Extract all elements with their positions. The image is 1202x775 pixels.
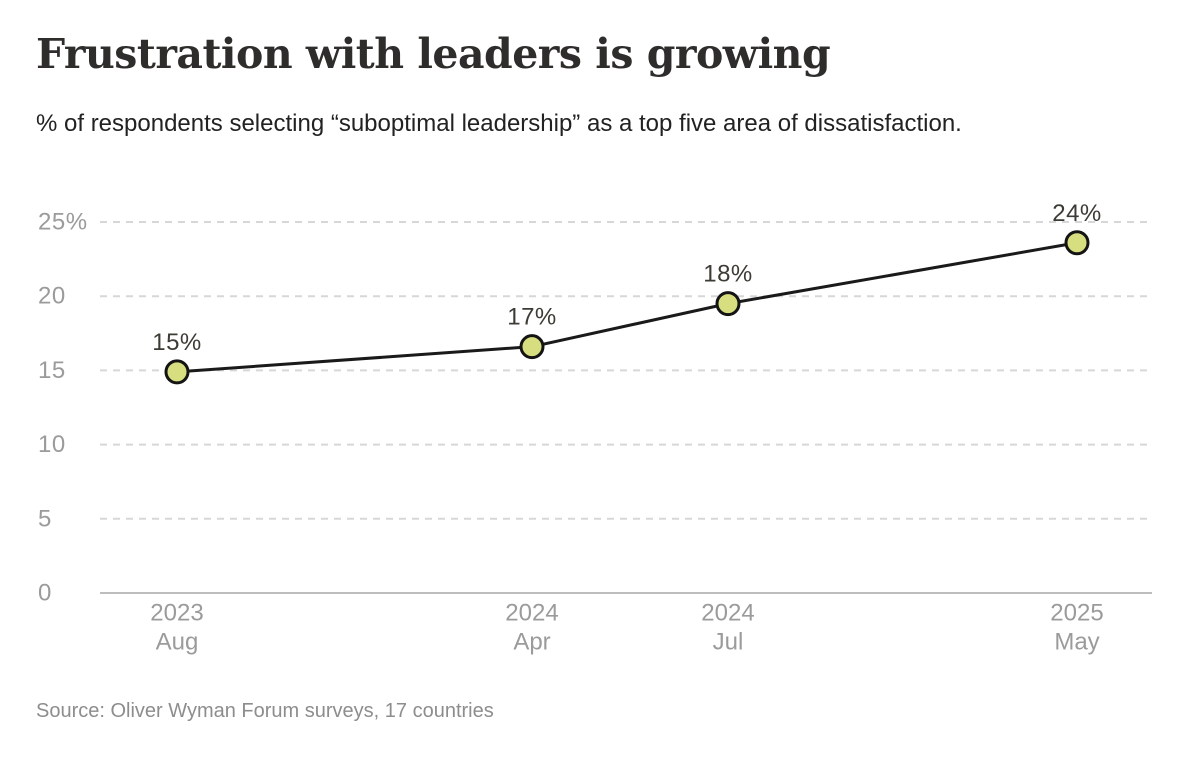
data-point-marker	[519, 334, 545, 360]
x-tick-label-month: Aug	[156, 629, 199, 656]
chart-subtitle: % of respondents selecting “suboptimal l…	[36, 110, 962, 137]
x-tick-label-year: 2024	[701, 600, 754, 627]
y-tick-label: 15	[38, 357, 66, 384]
chart-title: Frustration with leaders is growing	[36, 30, 831, 78]
source-note: Source: Oliver Wyman Forum surveys, 17 c…	[36, 700, 494, 722]
data-point-label: 18%	[703, 261, 753, 288]
data-point-marker	[715, 291, 741, 317]
x-tick-label-year: 2023	[150, 600, 203, 627]
data-point-label: 24%	[1052, 200, 1102, 227]
data-point-marker	[164, 359, 190, 385]
y-tick-label: 25%	[38, 209, 88, 236]
x-tick-label-year: 2024	[505, 600, 558, 627]
data-point-marker	[1064, 230, 1090, 256]
y-tick-label: 10	[38, 431, 66, 458]
x-tick-label-month: Jul	[713, 629, 744, 656]
y-tick-label: 20	[38, 283, 66, 310]
x-tick-label-year: 2025	[1050, 600, 1103, 627]
y-tick-label: 5	[38, 505, 52, 532]
trend-line	[175, 241, 1079, 374]
data-point-label: 17%	[507, 304, 557, 331]
x-tick-label-month: Apr	[513, 629, 550, 656]
data-point-label: 15%	[152, 329, 202, 356]
y-tick-label: 0	[38, 580, 52, 607]
x-tick-label-month: May	[1054, 629, 1099, 656]
